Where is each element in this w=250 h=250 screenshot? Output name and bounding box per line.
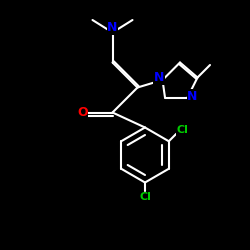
Text: Cl: Cl: [177, 125, 188, 135]
Text: Cl: Cl: [139, 192, 151, 202]
Text: O: O: [77, 106, 88, 119]
Text: N: N: [154, 71, 164, 84]
Text: N: N: [187, 90, 198, 103]
Text: N: N: [107, 21, 118, 34]
